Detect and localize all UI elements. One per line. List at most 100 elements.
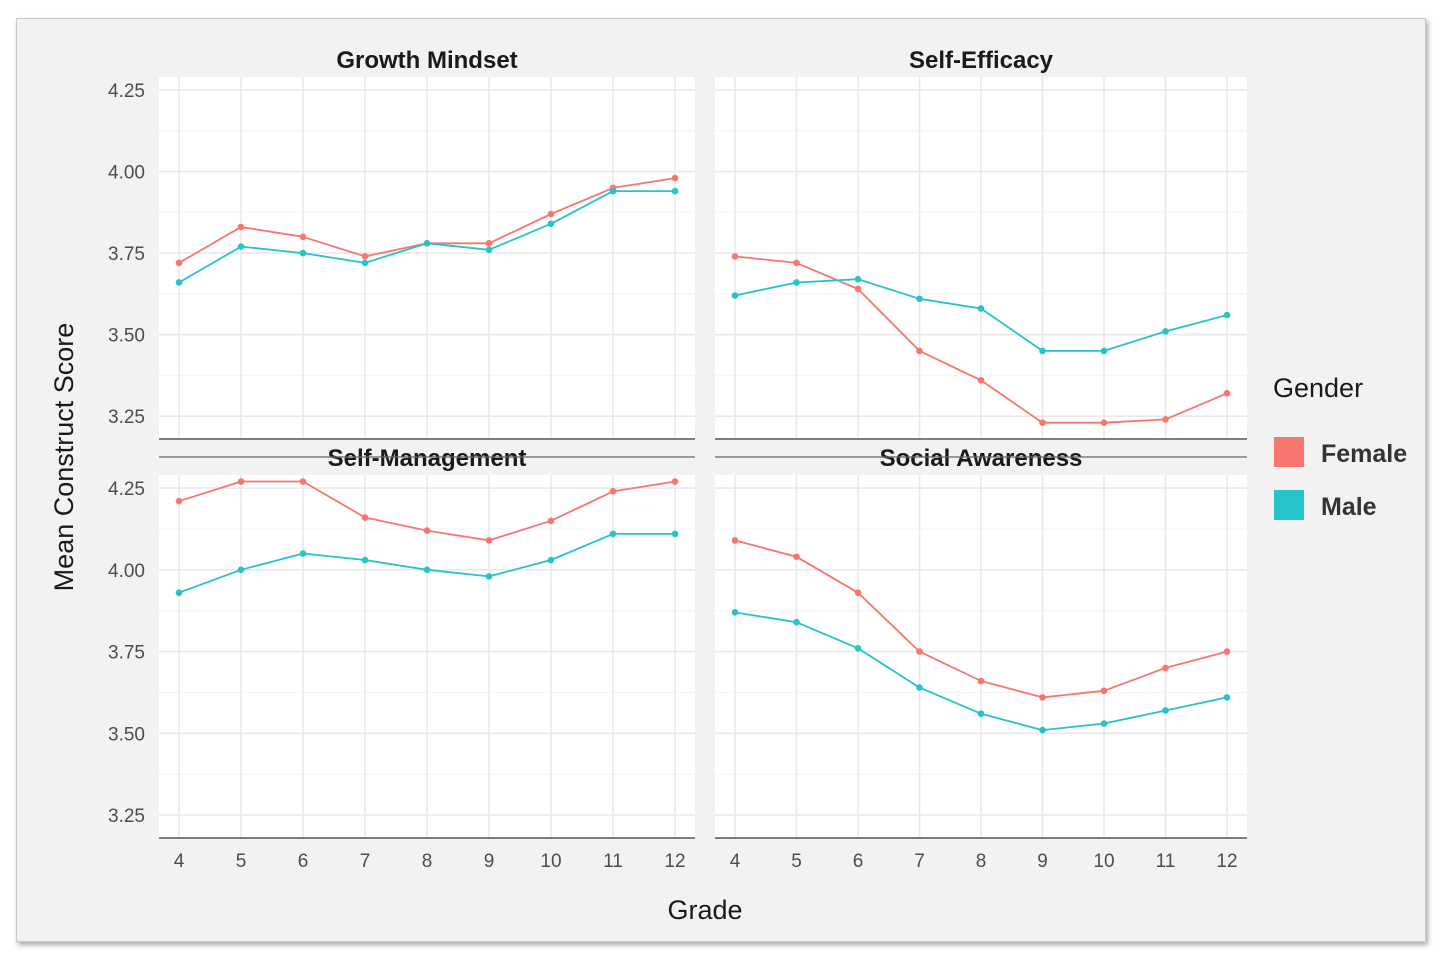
x-tick-label: 11 — [603, 851, 623, 872]
x-tick-label: 6 — [298, 851, 309, 872]
data-point-male — [977, 305, 985, 312]
data-point-male — [237, 566, 245, 574]
data-point-male — [547, 556, 555, 564]
panel-self-efficacy: Self-Efficacy — [715, 47, 1247, 440]
data-point-female — [547, 517, 555, 525]
data-point-male — [671, 530, 679, 538]
data-point-female — [916, 347, 923, 355]
data-point-male — [977, 710, 985, 718]
y-tick-label: 4.25 — [108, 479, 145, 500]
panel-title: Self-Efficacy — [909, 47, 1054, 74]
data-point-male — [671, 187, 679, 195]
panel-self-management: Self-Management 3.25 3.50 3.75 4.00 4.25 4 5 6 7 8… — [108, 445, 695, 872]
data-point-male — [916, 684, 923, 691]
data-point-male — [1162, 707, 1169, 714]
y-tick-label: 3.50 — [108, 724, 145, 745]
data-point-male — [423, 566, 431, 574]
y-tick-label: 3.75 — [108, 643, 145, 664]
data-point-female — [485, 240, 493, 247]
panel-growth-mindset: Growth Mindset 3.25 3.50 3.75 4.00 4.25 — [108, 47, 695, 440]
data-point-male — [916, 295, 923, 303]
x-tick-label: 9 — [1037, 851, 1048, 872]
data-point-female — [1162, 416, 1169, 423]
y-tick-label: 4.25 — [108, 81, 145, 102]
data-point-female — [361, 253, 369, 260]
y-tick-label: 4.00 — [108, 561, 145, 582]
data-point-female — [731, 253, 739, 260]
data-point-female — [1162, 664, 1169, 672]
data-point-male — [175, 589, 183, 597]
data-point-female — [547, 210, 555, 218]
data-point-male — [854, 645, 862, 652]
data-point-female — [423, 527, 431, 534]
x-tick-label: 5 — [791, 851, 802, 872]
data-point-male — [731, 292, 739, 299]
data-point-female — [1039, 694, 1046, 701]
data-point-female — [1223, 648, 1231, 655]
data-point-male — [793, 279, 800, 286]
data-point-male — [485, 246, 493, 254]
data-point-male — [237, 243, 245, 250]
data-point-male — [175, 279, 183, 286]
legend-label-male: Male — [1321, 493, 1377, 521]
data-point-female — [731, 537, 739, 544]
x-tick-label: 9 — [484, 851, 495, 872]
x-tick-label: 7 — [360, 851, 371, 872]
x-tick-label: 4 — [730, 851, 741, 872]
data-point-female — [854, 589, 862, 597]
x-tick-label: 6 — [853, 851, 864, 872]
data-point-female — [916, 648, 923, 655]
data-point-female — [854, 285, 862, 293]
data-point-female — [361, 514, 369, 521]
data-point-male — [299, 550, 307, 557]
x-tick-label: 8 — [976, 851, 987, 872]
data-point-male — [1223, 694, 1231, 701]
data-point-female — [299, 478, 307, 485]
x-axis-title: Grade — [667, 895, 742, 925]
legend-key-male — [1274, 490, 1304, 520]
data-point-male — [423, 240, 431, 247]
chart-frame: Growth Mindset 3.25 3.50 3.75 4.00 4.25 Self-E… — [16, 18, 1426, 942]
data-point-female — [793, 259, 800, 267]
x-tick-label: 5 — [236, 851, 247, 872]
data-point-female — [299, 233, 307, 241]
data-point-female — [237, 478, 245, 485]
data-point-male — [361, 556, 369, 564]
x-tick-label: 8 — [422, 851, 433, 872]
data-point-female — [485, 537, 493, 544]
data-point-female — [175, 497, 183, 505]
panel-title: Self-Management — [328, 445, 527, 472]
data-point-female — [977, 677, 985, 685]
data-point-female — [1223, 390, 1231, 397]
x-tick-label: 4 — [174, 851, 185, 872]
y-tick-label: 4.00 — [108, 163, 145, 184]
y-tick-label: 3.25 — [108, 806, 145, 827]
x-tick-label: 7 — [914, 851, 925, 872]
panel-title: Growth Mindset — [336, 47, 517, 74]
x-tick-label: 10 — [1093, 851, 1114, 872]
data-point-female — [175, 259, 183, 267]
data-point-male — [609, 530, 617, 538]
data-point-male — [1100, 347, 1108, 355]
faceted-line-chart: Growth Mindset 3.25 3.50 3.75 4.00 4.25 Self-E… — [49, 47, 1407, 925]
data-point-female — [1100, 687, 1108, 695]
data-point-male — [609, 187, 617, 195]
x-tick-label: 10 — [540, 851, 561, 872]
data-point-male — [1039, 347, 1046, 355]
panel-title: Social Awareness — [880, 445, 1083, 472]
x-tick-label: 12 — [1216, 851, 1237, 872]
x-tick-label: 11 — [1156, 851, 1176, 872]
legend-label-female: Female — [1321, 440, 1407, 468]
y-tick-label: 3.75 — [108, 244, 145, 265]
data-point-female — [977, 376, 985, 384]
data-point-male — [731, 609, 739, 616]
y-axis-title: Mean Construct Score — [49, 323, 79, 592]
x-tick-label: 12 — [664, 851, 685, 872]
data-point-female — [793, 553, 800, 561]
data-point-male — [361, 259, 369, 267]
data-point-male — [1100, 720, 1108, 727]
data-point-male — [547, 220, 555, 228]
data-point-male — [1162, 328, 1169, 335]
data-point-male — [299, 249, 307, 257]
data-point-male — [1223, 311, 1231, 319]
